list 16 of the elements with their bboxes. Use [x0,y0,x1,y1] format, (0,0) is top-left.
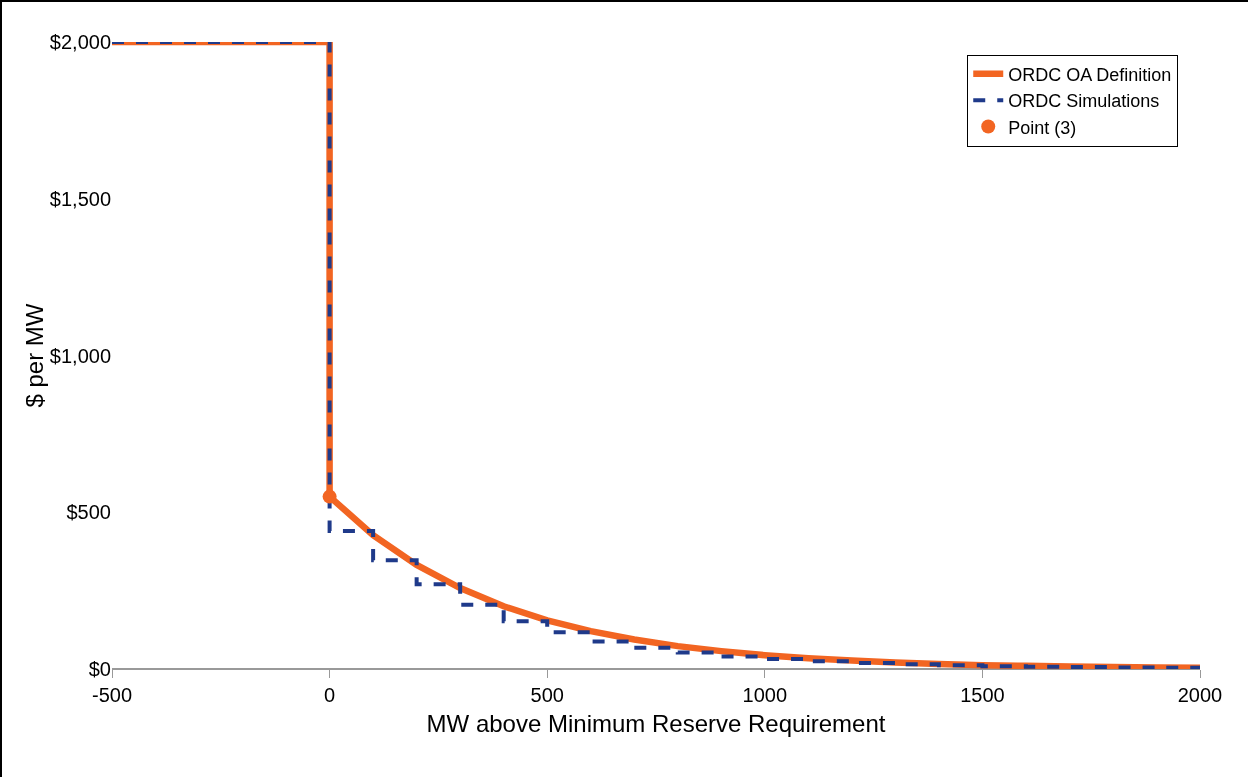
x-axis-title: MW above Minimum Reserve Requirement [426,710,886,738]
x-tick-label: 1000 [742,684,788,706]
y-tick-label: $500 [66,501,111,524]
y-tick-label: $2,000 [49,31,111,53]
legend-label: Point (3) [1008,117,1077,138]
y-tick-label: $1,500 [49,187,111,210]
x-tick-label: -500 [91,684,133,706]
x-tick-label: 500 [530,684,564,706]
legend-label: ORDC OA Definition [1008,64,1172,85]
legend-label: ORDC Simulations [1008,91,1160,112]
x-tick-label: 0 [324,684,336,706]
y-tick-label: $1,000 [49,344,111,367]
x-tick-label: 2000 [1177,684,1223,706]
x-tick-label: 1500 [960,684,1005,706]
y-tick-label: $0 [88,658,111,680]
y-axis-title: $ per MW [20,303,48,408]
